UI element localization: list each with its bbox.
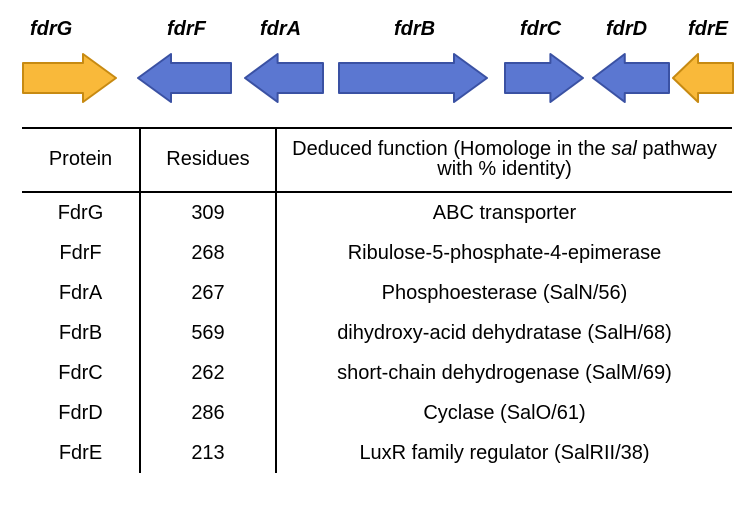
gene-arrow <box>22 53 117 103</box>
table-row: FdrB569dihydroxy-acid dehydratase (SalH/… <box>22 313 732 353</box>
cell-residues: 268 <box>140 233 276 273</box>
gene-label: fdrE <box>688 18 728 41</box>
gene-arrow <box>244 53 324 103</box>
cell-function: Phosphoesterase (SalN/56) <box>276 273 732 313</box>
table-row: FdrF268Ribulose-5-phosphate-4-epimerase <box>22 233 732 273</box>
header-protein: Protein <box>22 128 140 192</box>
cell-protein: FdrG <box>22 192 140 233</box>
gene-label: fdrA <box>260 18 301 41</box>
cell-protein: FdrB <box>22 313 140 353</box>
gene-arrow <box>338 53 488 103</box>
cell-function: short-chain dehydrogenase (SalM/69) <box>276 353 732 393</box>
cell-function: dihydroxy-acid dehydratase (SalH/68) <box>276 313 732 353</box>
cell-residues: 267 <box>140 273 276 313</box>
header-function-ital: sal <box>611 138 637 160</box>
gene-label: fdrD <box>606 18 647 41</box>
cell-protein: FdrE <box>22 433 140 473</box>
cell-residues: 569 <box>140 313 276 353</box>
cell-function: Ribulose-5-phosphate-4-epimerase <box>276 233 732 273</box>
gene-arrow <box>672 53 734 103</box>
table-row: FdrA267Phosphoesterase (SalN/56) <box>22 273 732 313</box>
protein-table-container: Protein Residues Deduced function (Homol… <box>22 127 732 473</box>
table-row: FdrC262short-chain dehydrogenase (SalM/6… <box>22 353 732 393</box>
gene-arrow <box>137 53 232 103</box>
table-row: FdrE213LuxR family regulator (SalRII/38) <box>22 433 732 473</box>
gene-label: fdrB <box>394 18 435 41</box>
cell-protein: FdrD <box>22 393 140 433</box>
protein-table: Protein Residues Deduced function (Homol… <box>22 127 732 473</box>
cell-residues: 309 <box>140 192 276 233</box>
cell-protein: FdrC <box>22 353 140 393</box>
gene-label: fdrC <box>520 18 561 41</box>
header-residues: Residues <box>140 128 276 192</box>
gene-label: fdrF <box>167 18 206 41</box>
cell-protein: FdrA <box>22 273 140 313</box>
table-body: FdrG309ABC transporterFdrF268Ribulose-5-… <box>22 192 732 473</box>
cell-function: Cyclase (SalO/61) <box>276 393 732 433</box>
header-function: Deduced function (Homologe in the sal pa… <box>276 128 732 192</box>
header-function-pre: Deduced function (Homologe in the <box>292 138 611 160</box>
table-row: FdrG309ABC transporter <box>22 192 732 233</box>
gene-arrow <box>504 53 584 103</box>
gene-arrow <box>592 53 670 103</box>
gene-label: fdrG <box>30 18 72 41</box>
cell-residues: 286 <box>140 393 276 433</box>
gene-arrow-diagram: fdrG fdrF fdrA fdrB fdrC fdrD fdrE <box>22 18 732 113</box>
cell-protein: FdrF <box>22 233 140 273</box>
cell-residues: 262 <box>140 353 276 393</box>
table-header-row: Protein Residues Deduced function (Homol… <box>22 128 732 192</box>
cell-residues: 213 <box>140 433 276 473</box>
cell-function: LuxR family regulator (SalRII/38) <box>276 433 732 473</box>
table-row: FdrD286Cyclase (SalO/61) <box>22 393 732 433</box>
cell-function: ABC transporter <box>276 192 732 233</box>
